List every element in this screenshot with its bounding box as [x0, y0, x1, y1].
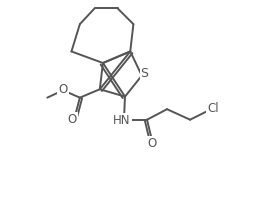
Text: O: O — [148, 137, 157, 150]
Text: O: O — [59, 83, 68, 96]
Text: O: O — [68, 113, 77, 126]
Text: HN: HN — [113, 114, 131, 127]
Text: S: S — [141, 67, 149, 80]
Text: Cl: Cl — [207, 102, 219, 115]
